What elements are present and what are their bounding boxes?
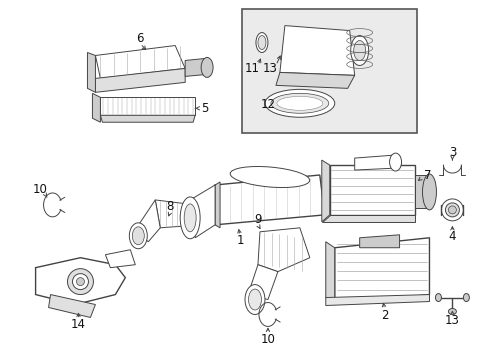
Ellipse shape (244, 285, 264, 315)
Ellipse shape (129, 223, 147, 249)
Polygon shape (329, 165, 414, 215)
Polygon shape (87, 53, 95, 92)
Text: 2: 2 (380, 309, 387, 322)
Text: 13: 13 (262, 62, 277, 75)
Ellipse shape (67, 269, 93, 294)
Ellipse shape (258, 36, 265, 50)
Text: 11: 11 (244, 62, 259, 75)
Bar (242, 9, 416, 133)
Text: 6: 6 (136, 32, 144, 45)
Ellipse shape (422, 174, 436, 210)
Ellipse shape (132, 227, 144, 245)
Ellipse shape (350, 36, 368, 66)
Polygon shape (95, 68, 185, 92)
Text: 7: 7 (423, 168, 430, 181)
Ellipse shape (441, 199, 463, 221)
Polygon shape (258, 228, 309, 272)
Ellipse shape (435, 293, 441, 302)
Polygon shape (275, 72, 354, 88)
Ellipse shape (353, 41, 365, 60)
Polygon shape (36, 258, 125, 305)
Polygon shape (215, 175, 324, 225)
Ellipse shape (76, 278, 84, 285)
Polygon shape (321, 215, 414, 222)
Polygon shape (105, 250, 135, 268)
Text: 5: 5 (201, 102, 208, 115)
Text: 4: 4 (448, 230, 455, 243)
Ellipse shape (184, 204, 196, 232)
Ellipse shape (445, 203, 458, 217)
Ellipse shape (255, 32, 267, 53)
Ellipse shape (389, 153, 401, 171)
Polygon shape (92, 93, 100, 122)
Ellipse shape (248, 289, 261, 310)
Polygon shape (414, 175, 428, 208)
Polygon shape (100, 97, 195, 115)
Ellipse shape (270, 93, 328, 113)
Text: 3: 3 (448, 145, 455, 159)
Ellipse shape (447, 309, 455, 315)
Polygon shape (321, 160, 329, 222)
Text: 13: 13 (444, 314, 459, 327)
Polygon shape (185, 58, 207, 76)
Polygon shape (135, 200, 160, 242)
Polygon shape (215, 182, 220, 228)
Polygon shape (100, 115, 195, 122)
Text: 14: 14 (71, 318, 86, 331)
Ellipse shape (276, 96, 322, 110)
Ellipse shape (463, 293, 468, 302)
Polygon shape (334, 238, 428, 305)
Text: 1: 1 (236, 234, 243, 247)
Ellipse shape (230, 166, 309, 188)
Ellipse shape (72, 274, 88, 289)
Text: 8: 8 (166, 201, 174, 213)
Polygon shape (190, 185, 215, 238)
Polygon shape (359, 235, 399, 248)
Text: 9: 9 (254, 213, 261, 226)
Ellipse shape (264, 89, 334, 117)
Polygon shape (325, 294, 428, 306)
Polygon shape (354, 155, 397, 170)
Ellipse shape (201, 58, 213, 77)
Text: 12: 12 (260, 98, 275, 111)
Polygon shape (279, 26, 354, 75)
Ellipse shape (180, 197, 200, 239)
Polygon shape (247, 265, 277, 300)
Polygon shape (48, 294, 95, 318)
Polygon shape (155, 200, 200, 228)
Text: 10: 10 (33, 184, 48, 197)
Ellipse shape (447, 206, 455, 214)
Polygon shape (325, 242, 334, 305)
Polygon shape (95, 45, 185, 78)
Text: 10: 10 (260, 333, 275, 346)
